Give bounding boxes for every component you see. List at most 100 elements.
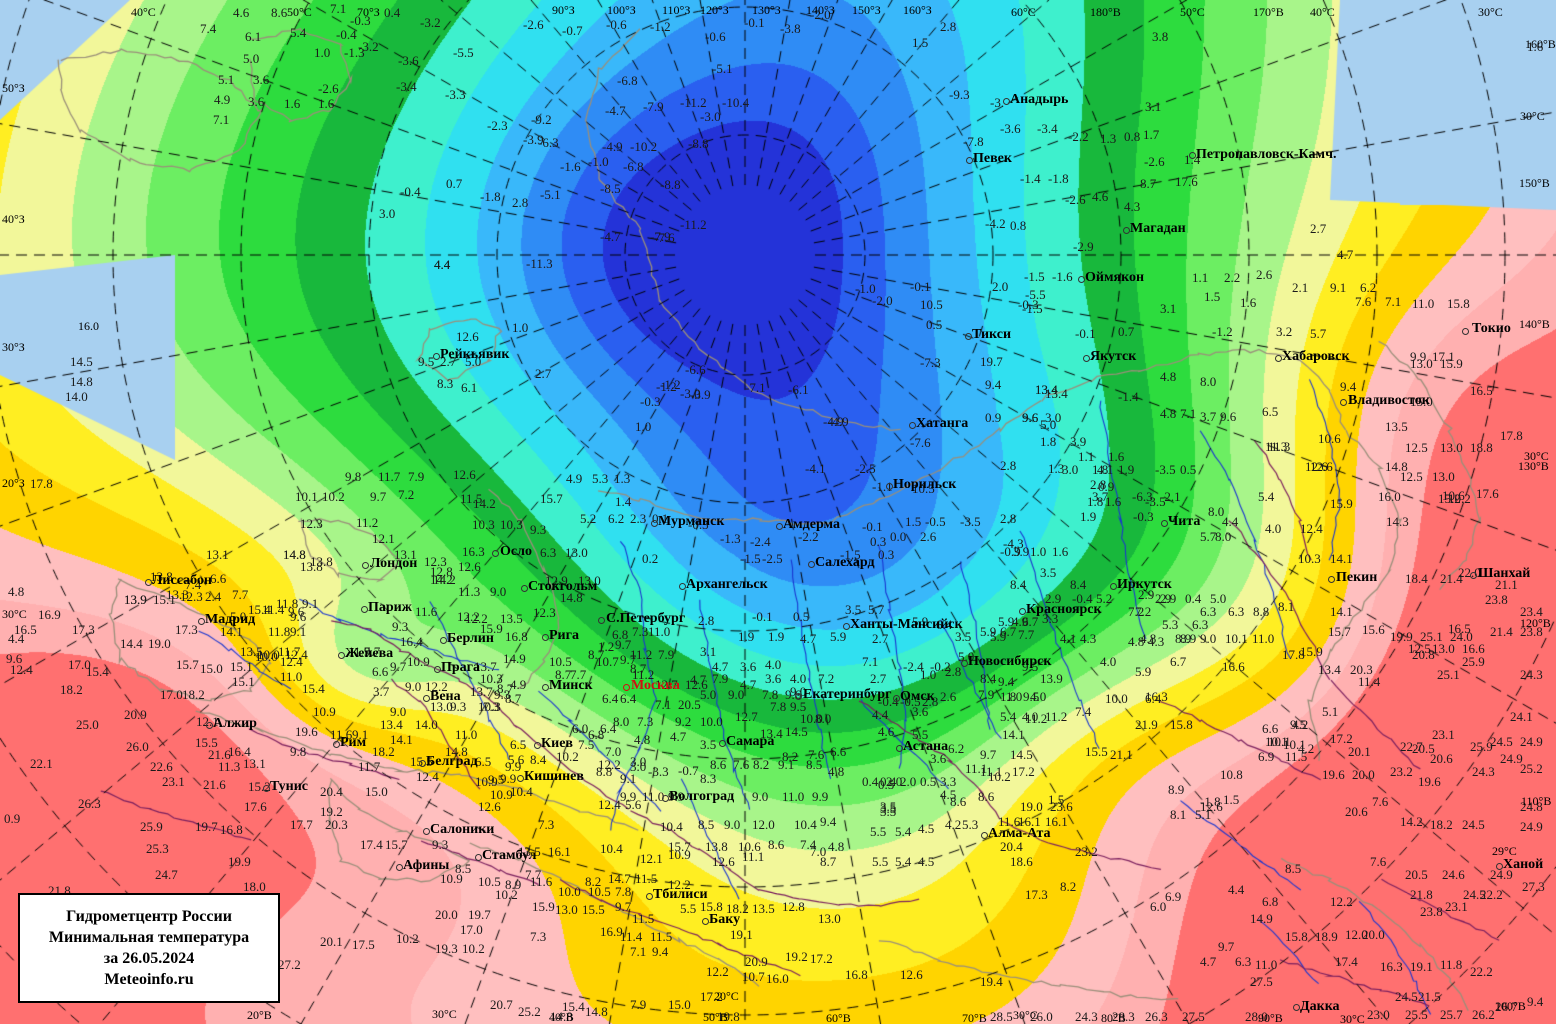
temperature-value: 6.3: [540, 545, 557, 560]
temperature-value: 24.3: [1075, 1009, 1098, 1024]
temperature-value: 11.5: [460, 491, 483, 506]
temperature-value: -1.3: [344, 45, 365, 60]
city-marker-dot: [145, 579, 152, 586]
city-label[interactable]: Вена: [430, 689, 461, 704]
city-label[interactable]: Тикси: [972, 327, 1012, 342]
city-label[interactable]: Осло: [500, 544, 532, 559]
city-label[interactable]: Париж: [368, 600, 412, 615]
temperature-value: 0.5: [926, 317, 943, 332]
city-label[interactable]: Лиссабон: [152, 573, 212, 588]
city-label[interactable]: Новосибирск: [968, 654, 1052, 669]
city-label[interactable]: Тунис: [270, 779, 308, 794]
city-label[interactable]: Берлин: [447, 631, 494, 646]
temperature-value: 4.6: [878, 724, 895, 739]
temperature-value: 17.1: [1432, 349, 1455, 364]
city-label[interactable]: Мурманск: [658, 514, 725, 529]
city-label[interactable]: Омск: [900, 689, 935, 704]
temperature-value: 12.2: [457, 609, 480, 624]
city-label[interactable]: Красноярск: [1026, 602, 1102, 617]
city-label[interactable]: Алжир: [213, 716, 257, 731]
city-label[interactable]: Кишинев: [524, 769, 584, 784]
city-label[interactable]: Шанхай: [1478, 566, 1531, 581]
city-label[interactable]: Лондон: [370, 556, 418, 571]
city-label[interactable]: Оймякон: [1085, 270, 1145, 285]
city-label[interactable]: Рим: [340, 735, 367, 750]
city-label[interactable]: Якутск: [1090, 349, 1137, 364]
city-marker-dot: [702, 918, 709, 925]
city-label[interactable]: Баку: [709, 912, 741, 927]
temperature-value: 10.9: [407, 654, 430, 669]
city-label[interactable]: Салоники: [430, 822, 495, 837]
city-label[interactable]: Ханой: [1503, 857, 1544, 872]
city-label[interactable]: Рейкьявик: [440, 347, 510, 362]
city-label[interactable]: Пекин: [1336, 570, 1378, 585]
city-label[interactable]: Женева: [345, 646, 394, 661]
city-label[interactable]: Токио: [1472, 321, 1511, 336]
city-label[interactable]: Рига: [549, 628, 579, 643]
city-label[interactable]: Стамбул: [482, 848, 537, 863]
city-label[interactable]: Магадан: [1130, 221, 1186, 236]
city-label[interactable]: Екатеринбург: [803, 687, 892, 702]
temperature-value: 11.2: [356, 515, 379, 530]
graticule-label: 30°C: [1340, 1012, 1365, 1024]
temperature-value: 16.6: [1462, 641, 1485, 656]
city-label[interactable]: Хатанга: [916, 416, 969, 431]
temperature-value: 16.3: [1380, 959, 1403, 974]
city-label[interactable]: Стокгольм: [528, 579, 598, 594]
temperature-value: 21.6: [203, 777, 226, 792]
city-label[interactable]: Мадрид: [205, 612, 256, 627]
temperature-value: 20.3: [1350, 662, 1373, 677]
city-label[interactable]: Москва: [631, 678, 680, 693]
city-label[interactable]: Салехард: [815, 555, 875, 570]
temperature-value: 17.2: [810, 951, 833, 966]
city-label[interactable]: Анадырь: [1010, 92, 1069, 107]
graticule-label: 30°C: [1520, 109, 1545, 123]
temperature-value: 16.8: [220, 822, 243, 837]
city-label[interactable]: Певек: [973, 151, 1012, 166]
temperature-value: 12.0: [752, 817, 775, 832]
temperature-value: -8.8: [688, 136, 709, 151]
city-label[interactable]: Астана: [903, 739, 949, 754]
city-label[interactable]: Дакка: [1300, 999, 1340, 1014]
city-label[interactable]: С.Петербург: [606, 611, 686, 626]
temperature-value: 9.8: [290, 744, 307, 759]
city-label[interactable]: Ханты-Мансийск: [850, 617, 963, 632]
temperature-value: 14.2: [433, 572, 456, 587]
temperature-value: 12.1: [372, 531, 395, 546]
temperature-value: 19.4: [980, 974, 1003, 989]
temperature-value: 3.1: [1145, 99, 1162, 114]
graticule-label: 100°З: [607, 3, 636, 17]
temperature-value: 15.0: [365, 784, 388, 799]
city-label[interactable]: Волгоград: [669, 789, 735, 804]
temperature-value: 5.9: [990, 629, 1007, 644]
city-label[interactable]: Прага: [441, 660, 481, 675]
city-label[interactable]: Хабаровск: [1282, 349, 1350, 364]
city-label[interactable]: Владивосток: [1348, 393, 1430, 408]
temperature-value: 7.8: [770, 699, 787, 714]
temperature-value: 9.4: [1340, 379, 1357, 394]
temperature-value: 11.0: [1255, 957, 1278, 972]
city-label[interactable]: Иркутск: [1117, 577, 1172, 592]
city-label[interactable]: Чита: [1168, 514, 1201, 529]
city-label[interactable]: Петропавловск-Камч.: [1196, 147, 1337, 162]
temperature-value: 1.4: [1184, 152, 1201, 167]
city-label[interactable]: Тбилиси: [653, 887, 708, 902]
city-label[interactable]: Архангельск: [686, 577, 768, 592]
temperature-value: -3.5: [1145, 494, 1166, 509]
temperature-value: 13.0: [1432, 469, 1455, 484]
temperature-value: 0.8: [1124, 129, 1141, 144]
city-label[interactable]: Норильск: [893, 477, 957, 492]
city-label[interactable]: Афины: [403, 858, 450, 873]
city-label[interactable]: Алма-Ата: [988, 826, 1051, 841]
temperature-value: 8.3: [700, 771, 717, 786]
city-label[interactable]: Киев: [541, 736, 573, 751]
city-label[interactable]: Амдерма: [783, 517, 840, 532]
temperature-value: -4.9: [828, 414, 849, 429]
city-label[interactable]: Самара: [726, 734, 775, 749]
city-label[interactable]: Белград: [426, 754, 478, 769]
temperature-value: 17.2: [1330, 731, 1353, 746]
temperature-value: -9.3: [949, 87, 970, 102]
city-label[interactable]: Минск: [549, 678, 593, 693]
temperature-value: 4.7: [670, 729, 687, 744]
temperature-value: 6.4: [1145, 691, 1162, 706]
